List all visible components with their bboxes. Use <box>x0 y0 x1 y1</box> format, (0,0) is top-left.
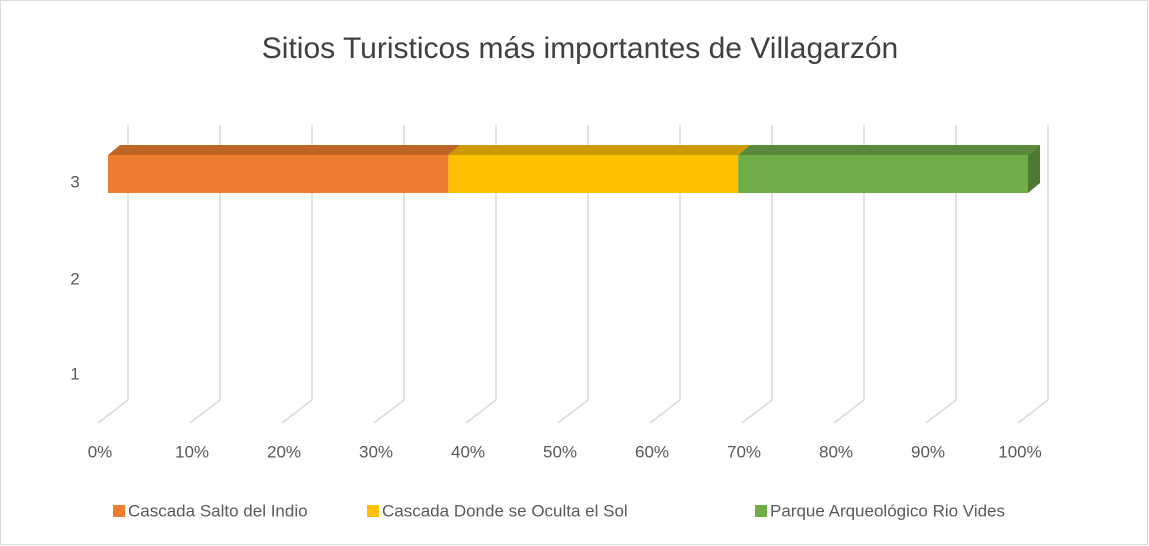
bar <box>108 155 449 193</box>
x-tick-label: 70% <box>727 442 761 461</box>
y-tick-label: 3 <box>70 172 79 191</box>
bar-top <box>738 145 1040 155</box>
legend-label: Cascada Salto del Indio <box>128 501 308 520</box>
grid-line <box>281 125 313 424</box>
legend-label: Cascada Donde se Oculta el Sol <box>382 501 628 520</box>
y-tick-label: 2 <box>70 269 79 288</box>
x-tick-label: 60% <box>635 442 669 461</box>
x-tick-label: 90% <box>911 442 945 461</box>
bar-top <box>448 145 751 155</box>
x-tick-label: 100% <box>998 442 1041 461</box>
grid-line <box>97 125 129 424</box>
x-tick-label: 30% <box>359 442 393 461</box>
bar <box>738 155 1028 193</box>
grid-line <box>557 125 589 424</box>
x-tick-label: 0% <box>88 442 113 461</box>
grid-line <box>189 125 221 424</box>
grid-line <box>465 125 497 424</box>
grid-line <box>925 125 957 424</box>
legend-label: Parque Arqueológico Rio Vides <box>770 501 1005 520</box>
bar-side <box>1028 145 1040 193</box>
x-tick-label: 80% <box>819 442 853 461</box>
grid-line <box>1017 125 1049 424</box>
legend-swatch <box>113 505 125 517</box>
chart-title: Sitios Turisticos más importantes de Vil… <box>262 32 898 65</box>
grid-line <box>649 125 681 424</box>
grid-line <box>741 125 773 424</box>
bar <box>448 155 739 193</box>
legend-swatch <box>755 505 767 517</box>
y-tick-label: 1 <box>70 364 79 383</box>
legend-swatch <box>367 505 379 517</box>
x-tick-label: 40% <box>451 442 485 461</box>
x-tick-label: 50% <box>543 442 577 461</box>
x-tick-label: 20% <box>267 442 301 461</box>
x-tick-label: 10% <box>175 442 209 461</box>
grid-line <box>373 125 405 424</box>
grid-line <box>833 125 865 424</box>
bar-top <box>108 145 461 155</box>
